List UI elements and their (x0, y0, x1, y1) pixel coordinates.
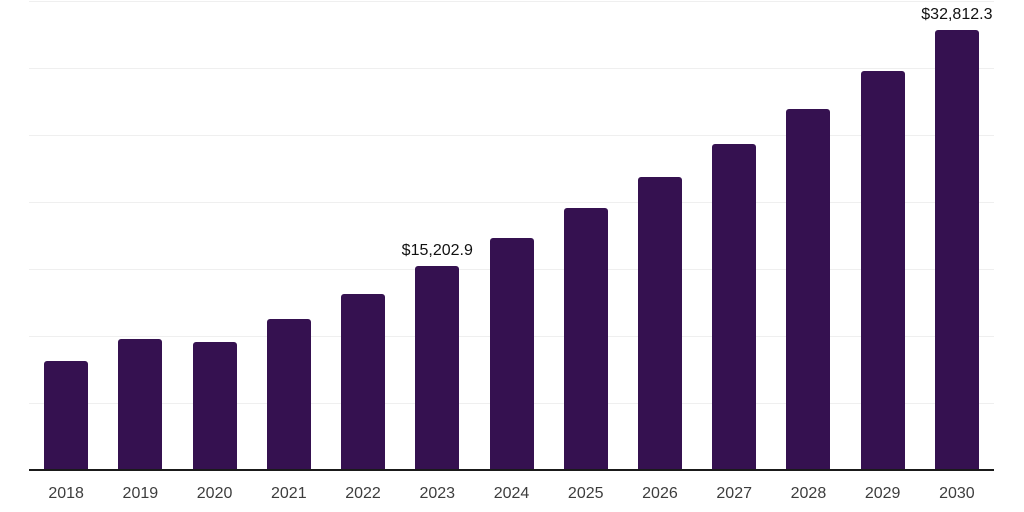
x-tick-2027: 2027 (716, 485, 752, 502)
gridline (29, 1, 994, 2)
bar-2029[interactable] (860, 70, 905, 470)
x-tick-2023: 2023 (419, 485, 456, 502)
x-tick-2018: 2018 (48, 485, 84, 502)
bar-2026[interactable] (637, 177, 682, 470)
x-tick-2022: 2022 (345, 485, 381, 502)
x-tick-2024: 2024 (493, 485, 530, 502)
value-label-2023: $15,202.9 (401, 241, 473, 259)
x-axis: 2018 2019 2020 2021 2022 2023 2024 2025 2026 2027… (29, 485, 994, 507)
x-tick-2026: 2026 (642, 485, 678, 502)
x-tick-2019: 2019 (122, 485, 159, 502)
x-tick-2021: 2021 (271, 485, 307, 502)
x-tick-2025: 2025 (567, 485, 604, 502)
x-tick-2030: 2030 (939, 485, 975, 502)
plot-area: $15,202.9 $32,812.3 (29, 1, 994, 470)
bar-2018[interactable] (44, 361, 89, 470)
bar-2025[interactable] (563, 208, 608, 470)
bar-2023[interactable] (415, 266, 460, 470)
x-tick-2028: 2028 (790, 485, 827, 502)
gridline (29, 135, 994, 136)
bar-2024[interactable] (489, 238, 534, 470)
bar-2027[interactable] (712, 143, 757, 470)
x-tick-2029: 2029 (864, 485, 901, 502)
bar-2020[interactable] (192, 342, 237, 470)
bar-2022[interactable] (341, 293, 386, 470)
bar-2021[interactable] (266, 318, 311, 470)
gridline (29, 68, 994, 69)
x-axis-line (29, 469, 994, 471)
value-label-2030: $32,812.3 (921, 5, 993, 23)
bar-2030[interactable] (934, 30, 979, 470)
bar-2019[interactable] (118, 338, 163, 470)
gridline (29, 202, 994, 203)
bar-2028[interactable] (786, 109, 831, 470)
x-tick-2020: 2020 (196, 485, 233, 502)
